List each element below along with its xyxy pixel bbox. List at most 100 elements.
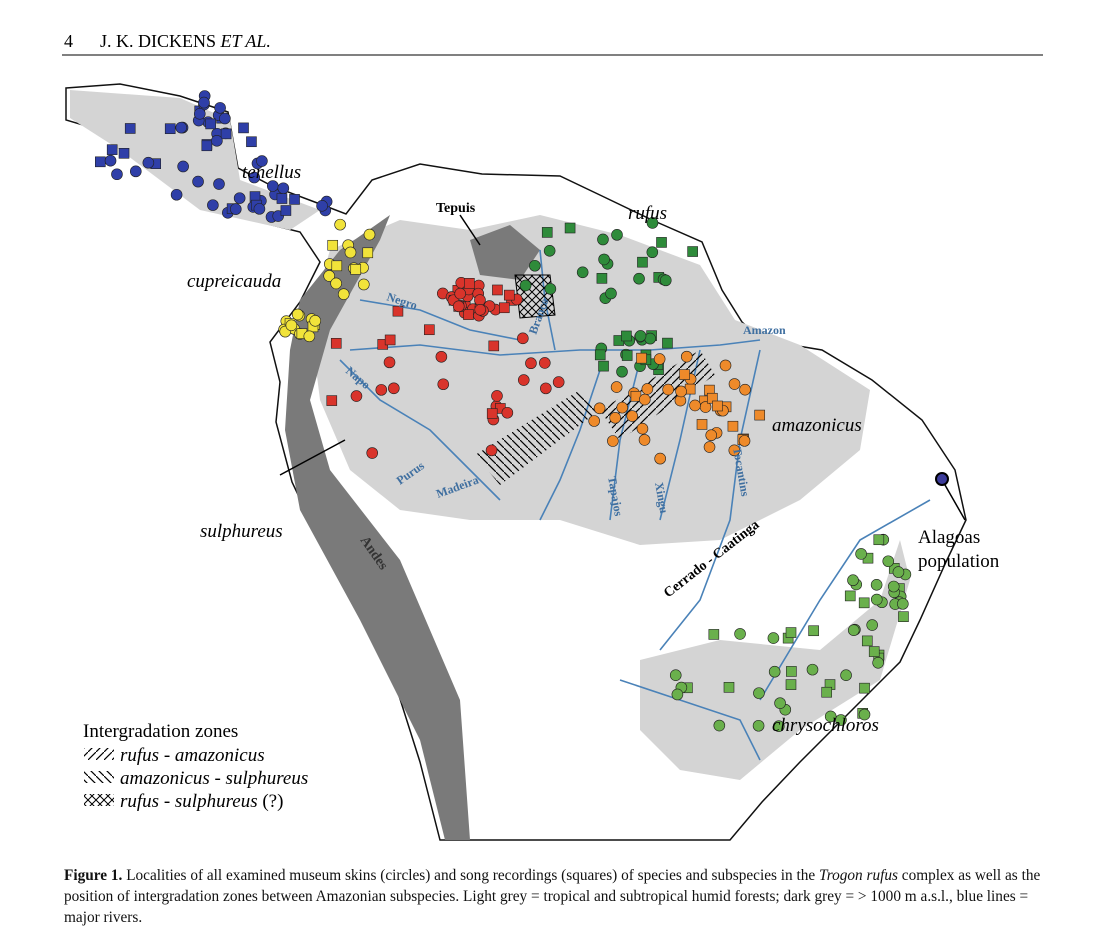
skin-circle (474, 294, 486, 306)
recording-square (95, 156, 106, 168)
skin-circle (544, 283, 557, 295)
skin-circle (689, 399, 701, 412)
recording-square (488, 340, 500, 352)
skin-circle (517, 332, 529, 345)
recording-square (687, 246, 698, 257)
skin-circle (519, 279, 532, 292)
skin-circle (344, 246, 357, 259)
skin-circle (719, 359, 732, 372)
authors: J. K. DICKENS (100, 31, 216, 51)
recording-square (164, 123, 176, 135)
recording-square (424, 324, 435, 336)
caption-text: Localities of all examined museum skins … (126, 867, 816, 884)
legend-title: Intergradation zones (83, 721, 238, 742)
skin-circle (659, 274, 672, 287)
skin-circle (870, 578, 883, 591)
skin-circle (892, 566, 905, 578)
river (759, 499, 931, 701)
skin-circle (728, 444, 741, 457)
skin-circle (768, 665, 781, 678)
recording-square (362, 247, 374, 259)
skin-circle (616, 401, 629, 414)
skin-circle (855, 548, 867, 560)
skin-circle (638, 393, 651, 406)
recording-square (205, 118, 216, 130)
skin-circle (610, 381, 623, 393)
zone-amazonicus-sulphureus (475, 390, 600, 485)
skin-circle (538, 357, 551, 369)
skin-circle (193, 108, 206, 120)
recording-square (754, 409, 766, 421)
alagoas-point (935, 472, 949, 486)
highlands (470, 225, 540, 280)
skin-circle (772, 720, 785, 732)
skin-circle (638, 434, 651, 446)
arrow (279, 439, 346, 476)
skin-circle (641, 383, 654, 395)
skin-circle (175, 121, 188, 134)
skin-circle (357, 278, 370, 291)
skin-circle (646, 217, 659, 229)
recording-square (124, 123, 136, 134)
skin-circle (872, 657, 884, 669)
skin-circle (485, 444, 498, 457)
skin-circle (753, 687, 765, 699)
skin-circle (540, 382, 552, 395)
skin-circle (501, 406, 514, 419)
place-label: Alagoas (918, 527, 980, 548)
skin-circle (767, 632, 780, 644)
skin-circle (607, 435, 619, 447)
skin-circle (309, 315, 322, 327)
skin-circle (277, 182, 290, 195)
skin-circle (653, 353, 666, 365)
river (619, 679, 761, 761)
recording-square (503, 289, 515, 301)
skin-circle (454, 287, 466, 300)
recording-square (598, 360, 609, 372)
skin-circle (887, 580, 900, 593)
skin-circle (435, 350, 448, 363)
recording-square (392, 305, 404, 317)
place-label: population (918, 551, 1000, 572)
skin-circle (170, 188, 183, 201)
skin-circle (858, 708, 871, 721)
skin-circle (452, 300, 465, 313)
legend-item-note: (?) (262, 791, 283, 812)
skin-circle (291, 308, 304, 321)
skin-circle (598, 253, 610, 266)
recording-square (637, 256, 648, 268)
recording-square (350, 264, 362, 275)
skin-circle (866, 619, 878, 631)
skin-circle (669, 669, 682, 681)
skin-circle (323, 270, 335, 282)
river-label: Tapajos (605, 475, 626, 517)
recording-square (464, 278, 475, 289)
recording-square (821, 686, 833, 698)
locality-points (95, 90, 912, 732)
skin-circle (713, 719, 726, 732)
river (359, 299, 521, 341)
legend-swatch (84, 794, 114, 806)
river (659, 349, 761, 651)
recording-square (463, 309, 474, 320)
skin-circle (142, 156, 155, 169)
skin-circle (213, 178, 225, 190)
river (349, 339, 761, 356)
skin-circle (633, 272, 645, 285)
recording-square (636, 352, 647, 364)
skin-circle (303, 330, 316, 343)
skin-circle (897, 598, 909, 610)
skin-circle (774, 697, 786, 709)
recording-square (330, 338, 342, 349)
recording-square (712, 400, 723, 412)
recording-square (201, 140, 213, 152)
legend-swatch (84, 748, 114, 760)
recording-square (727, 420, 739, 432)
recording-square (696, 419, 708, 430)
skin-circle (835, 714, 847, 726)
recording-square (679, 369, 690, 380)
taxon-label: rufus (628, 203, 667, 224)
skin-circle (285, 319, 298, 332)
humid-forest (310, 215, 870, 545)
